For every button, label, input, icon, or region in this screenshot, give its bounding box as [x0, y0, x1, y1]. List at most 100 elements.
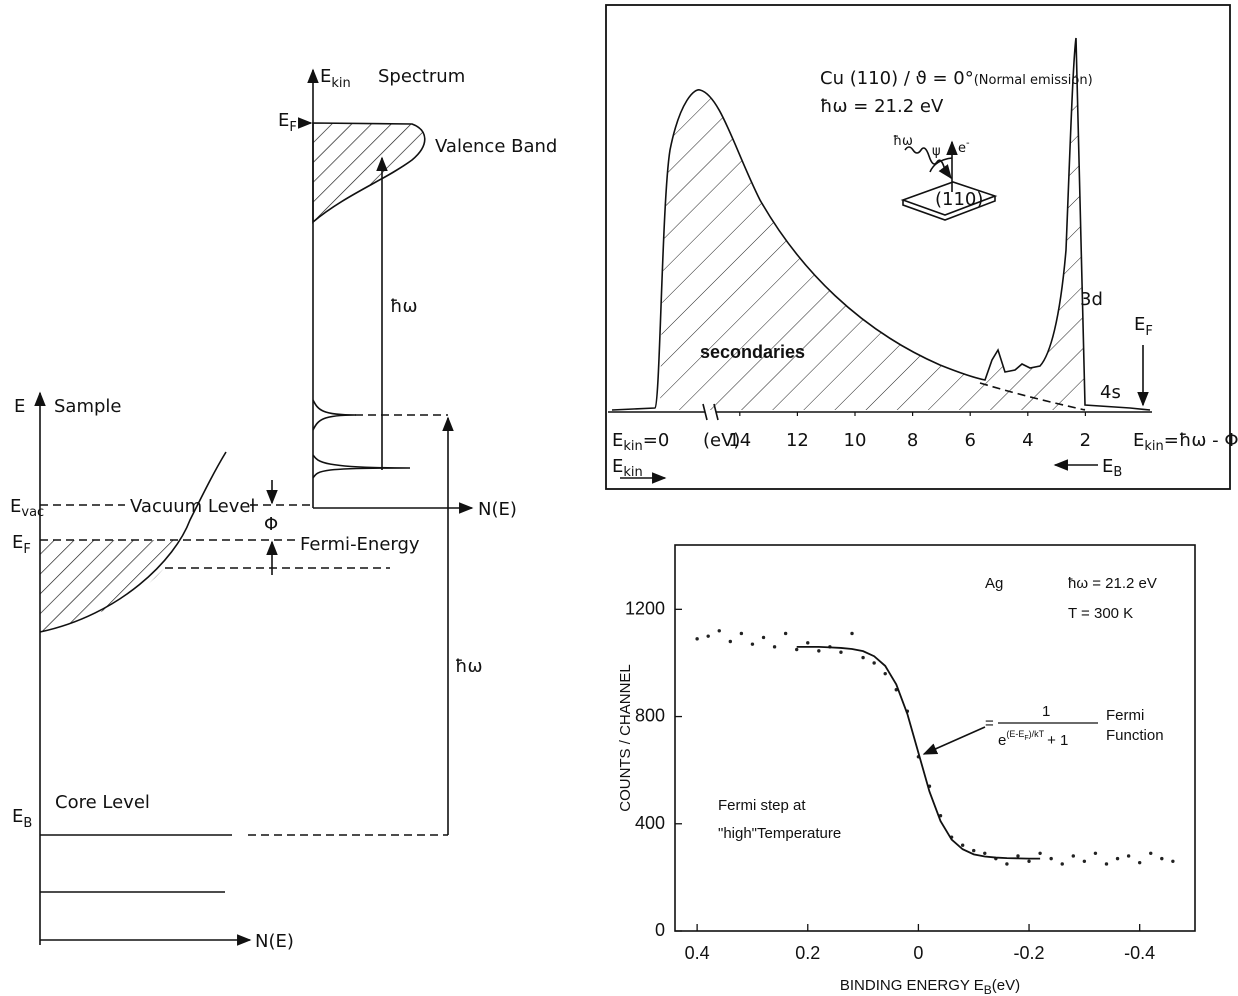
angle-arc [929, 157, 953, 173]
binding-arrow-label: EB [1102, 456, 1122, 480]
data-point [960, 843, 965, 847]
data-point [1160, 856, 1164, 861]
sample-diagram: E Sample N(E) Vacuum Level Fermi-Energy … [10, 66, 557, 952]
spectrum-curve [611, 37, 1151, 411]
data-point [1115, 856, 1120, 861]
e-f-sub: F [1145, 324, 1152, 339]
data-point [739, 631, 744, 636]
plot-frame [674, 544, 1196, 932]
right-end-label: Ekin=ħω - Φ [1133, 430, 1238, 454]
spectrum-label: Spectrum [378, 66, 465, 87]
photon-label: ħω = 21.2 eV [1068, 575, 1157, 592]
e-f-sub: F [23, 542, 30, 557]
data-point [761, 635, 766, 640]
data-point [795, 647, 799, 652]
data-point [839, 650, 843, 654]
right-end-main: E [1133, 430, 1144, 451]
core-level-label: Core Level [55, 792, 150, 813]
data-point [983, 851, 987, 855]
kin-arrow-label: Ekin [612, 456, 643, 480]
occupied-band [40, 540, 182, 632]
inset-surface: (110) [935, 189, 983, 210]
fermi-energy-label: Fermi-Energy [300, 534, 420, 555]
x-tick-label: 12 [786, 430, 809, 451]
spectrum-hatch [660, 38, 1085, 410]
data-point [1149, 851, 1153, 855]
inset-photon: ħω [893, 134, 913, 149]
data-point [706, 634, 710, 638]
data-point [1137, 860, 1142, 865]
core-peaks [312, 399, 411, 479]
formula-exp-sub: F [1024, 735, 1028, 742]
formula-exp-tail: )/kT [1029, 729, 1045, 739]
temperature-label: T = 300 K [1068, 605, 1133, 622]
e-f-label: EF [12, 532, 31, 557]
x-tick-label: -0.4 [1124, 943, 1155, 963]
data-point [1104, 862, 1109, 866]
spectrum-dos-label: N(E) [478, 499, 517, 520]
spectrum-panel: Cu (110) / ϑ = 0°(Normal emission) ħω = … [605, 4, 1238, 490]
data-point [783, 631, 788, 636]
right-end-tail: =ħω - Φ [1164, 430, 1238, 451]
x-tick-label: 10 [844, 430, 867, 451]
e-vac-label: Evac [10, 496, 44, 520]
emission: (Normal emission) [974, 73, 1093, 88]
panel-frame [605, 4, 1231, 490]
sample: Cu (110) / ϑ = 0° [820, 68, 974, 89]
data-point [1060, 862, 1064, 866]
x-tick-label: 0.4 [685, 943, 710, 963]
sample-label: Cu (110) / ϑ = 0°(Normal emission) [820, 68, 1093, 89]
x-label-sub: B [984, 983, 992, 996]
e-vac-sub: vac [21, 505, 44, 520]
formula-denominator: e(E-EF)/kT + 1 [998, 729, 1068, 749]
left-end-main: E [612, 430, 623, 451]
phi-label: Φ [264, 514, 278, 535]
valence-band-label: Valence Band [435, 136, 557, 157]
axis-break [702, 403, 719, 421]
data-point [972, 848, 976, 853]
function-label: Function [1106, 727, 1164, 744]
background-line [979, 382, 1086, 411]
data-point [850, 631, 854, 636]
binding-arrow-main: E [1102, 456, 1113, 477]
step-label: Fermi step at [718, 797, 806, 814]
data-point [806, 641, 810, 645]
x-tick-label: 0 [913, 943, 923, 963]
e-f-spectrum-main: E [278, 110, 289, 131]
secondaries-label: secondaries [700, 342, 805, 362]
data-point [772, 645, 777, 649]
e-b-label: EB [12, 806, 32, 831]
data-point [861, 655, 865, 660]
y-tick-label: 800 [635, 706, 665, 726]
data-point [1027, 859, 1031, 864]
dos-label: N(E) [255, 931, 294, 952]
sample-label: Sample [54, 396, 122, 417]
left-end-label: Ekin=0 [612, 430, 669, 454]
valence-band [312, 122, 426, 224]
data-point [1093, 851, 1098, 855]
x-axis-label: BINDING ENERGY EB(eV) [840, 977, 1020, 996]
data-point [1082, 859, 1087, 864]
kin-arrow-main: E [612, 456, 623, 477]
photon-wave [904, 146, 952, 180]
formula-numerator: 1 [1042, 703, 1050, 720]
kin-arrow-sub: kin [623, 465, 642, 480]
step-label: "high"Temperature [718, 825, 841, 842]
data-point [1005, 862, 1009, 866]
right-end-sub: kin [1144, 439, 1163, 454]
x-label-unit: (eV) [992, 977, 1020, 994]
e-f-label: EF [1134, 314, 1153, 339]
crystal [900, 181, 998, 221]
e-f-spectrum-label: EF [278, 110, 297, 135]
sample-label: Ag [985, 575, 1003, 592]
data-point [728, 639, 733, 644]
formula-exp-head: (E-E [1006, 729, 1024, 739]
fermi-panel: COUNTS / CHANNEL BINDING ENERGY EB(eV) A… [617, 544, 1196, 996]
geometry-inset: ħω ψ e- (110) [893, 134, 998, 221]
x-tick-label: 2 [1080, 430, 1091, 451]
data-point [695, 637, 699, 641]
electron-sup: - [966, 138, 970, 149]
x-tick-label: 14 [728, 430, 751, 451]
photon-label: ħω = 21.2 eV [820, 96, 944, 117]
